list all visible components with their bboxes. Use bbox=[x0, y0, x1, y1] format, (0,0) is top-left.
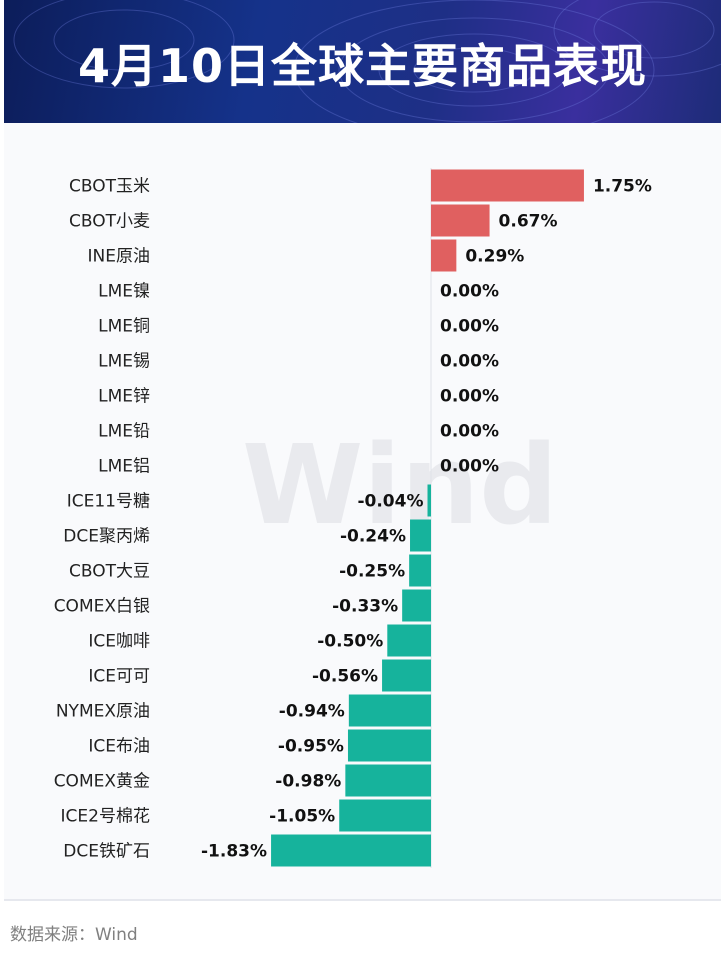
banner-contour-pattern bbox=[13, 0, 721, 123]
data-label: 0.29% bbox=[465, 247, 524, 267]
data-label: -0.04% bbox=[357, 492, 423, 512]
bar bbox=[409, 554, 431, 587]
category-label: COMEX黄金 bbox=[54, 772, 150, 792]
data-label: -1.83% bbox=[201, 842, 267, 862]
category-label: ICE2号棉花 bbox=[61, 807, 150, 827]
bar bbox=[339, 799, 431, 832]
data-label: -0.95% bbox=[278, 737, 344, 757]
bar bbox=[271, 834, 431, 867]
category-label: DCE聚丙烯 bbox=[63, 527, 150, 547]
data-label: -0.94% bbox=[279, 702, 345, 722]
category-label: LME铅 bbox=[98, 422, 150, 442]
data-label: -1.05% bbox=[269, 807, 335, 827]
data-label: 0.00% bbox=[440, 457, 499, 477]
bar bbox=[348, 694, 431, 727]
category-label: LME锌 bbox=[98, 387, 150, 407]
category-label: LME镍 bbox=[98, 282, 150, 302]
data-label: -0.50% bbox=[317, 632, 383, 652]
category-label: ICE11号糖 bbox=[67, 492, 150, 512]
data-label: 0.00% bbox=[440, 282, 499, 302]
bar bbox=[431, 239, 457, 272]
bar bbox=[431, 204, 490, 237]
panel-divider bbox=[4, 899, 721, 901]
bar bbox=[345, 764, 431, 797]
category-label: LME铝 bbox=[98, 457, 150, 477]
category-label: ICE咖啡 bbox=[88, 632, 150, 652]
bar bbox=[410, 519, 431, 552]
bar bbox=[431, 169, 584, 202]
bar bbox=[387, 624, 431, 657]
category-label: CBOT大豆 bbox=[69, 562, 150, 582]
page-title: 4月10日全球主要商品表现 bbox=[77, 39, 648, 93]
data-label: 0.00% bbox=[440, 387, 499, 407]
bar bbox=[382, 659, 431, 692]
chart-bars: CBOT玉米 1.75% CBOT小麦 0.67% INE原油 0.29% LME镍 0.00… bbox=[54, 168, 652, 868]
header-banner: 4月10日全球主要商品表现 bbox=[4, 0, 721, 123]
bar bbox=[347, 729, 431, 762]
category-label: LME铜 bbox=[98, 317, 150, 337]
data-label: -0.24% bbox=[340, 527, 406, 547]
data-label: 1.75% bbox=[593, 177, 652, 197]
bar bbox=[427, 484, 431, 517]
data-label: -0.56% bbox=[312, 667, 378, 687]
data-label: 0.67% bbox=[499, 212, 558, 232]
data-label: 0.00% bbox=[440, 317, 499, 337]
category-label: NYMEX原油 bbox=[56, 702, 150, 722]
data-label: -0.33% bbox=[332, 597, 398, 617]
data-label: 0.00% bbox=[440, 422, 499, 442]
bar bbox=[402, 589, 431, 622]
data-label: -0.25% bbox=[339, 562, 405, 582]
category-label: CBOT玉米 bbox=[69, 177, 150, 197]
category-label: COMEX白银 bbox=[54, 597, 150, 617]
data-label: -0.98% bbox=[275, 772, 341, 792]
category-label: LME锡 bbox=[98, 352, 150, 372]
category-label: ICE可可 bbox=[88, 667, 150, 687]
category-label: ICE布油 bbox=[88, 737, 150, 757]
category-label: DCE铁矿石 bbox=[63, 842, 150, 862]
category-label: INE原油 bbox=[88, 247, 150, 267]
source-note: 数据来源：Wind bbox=[10, 925, 138, 945]
category-label: CBOT小麦 bbox=[69, 212, 150, 232]
watermark: Wind bbox=[242, 421, 558, 549]
data-label: 0.00% bbox=[440, 352, 499, 372]
